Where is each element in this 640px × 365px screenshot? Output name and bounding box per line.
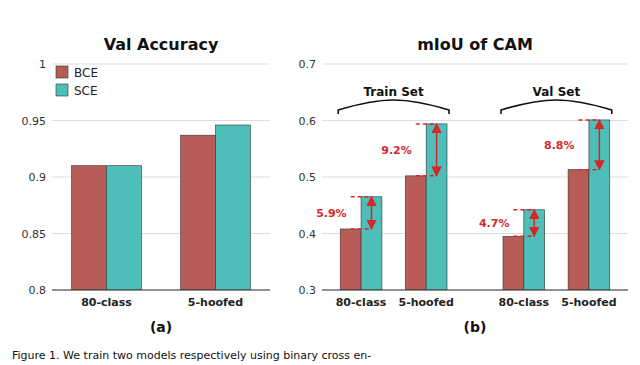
difference-arrow xyxy=(436,124,438,176)
group-label: Train Set xyxy=(363,85,423,99)
legend-label: SCE xyxy=(74,84,98,98)
bar xyxy=(426,124,447,290)
x-axis-line xyxy=(322,289,628,290)
y-tick-label: 0.8 xyxy=(29,284,47,297)
bar xyxy=(524,210,545,290)
y-tick-label: 0.95 xyxy=(22,115,47,128)
legend-swatch xyxy=(56,84,68,96)
bar xyxy=(589,120,610,290)
x-tick-label: 80-class xyxy=(336,296,387,309)
panel-label: (b) xyxy=(464,319,487,335)
grid-line xyxy=(322,120,628,121)
y-tick-label: 0.5 xyxy=(299,171,317,184)
difference-label: 8.8% xyxy=(544,139,575,152)
bar xyxy=(72,166,107,290)
x-tick-label: 80-class xyxy=(81,296,132,309)
bars xyxy=(72,125,251,290)
bar xyxy=(568,170,589,290)
difference-annotation: 8.8% xyxy=(544,120,599,170)
group-brace xyxy=(338,100,449,114)
grid-line xyxy=(52,120,270,121)
difference-label: 5.9% xyxy=(316,207,347,220)
difference-arrow xyxy=(533,210,535,237)
group-brace xyxy=(501,100,612,114)
bar xyxy=(361,197,382,290)
group-label: Val Set xyxy=(533,85,581,99)
difference-dash xyxy=(579,119,600,121)
grid-line xyxy=(322,290,628,291)
title: Val Accuracy xyxy=(104,35,219,54)
difference-label: 4.7% xyxy=(479,217,510,230)
chart: 0.3 0.4 0.5 0.6 0.7 80-class 5-hoofed 80-class 5… xyxy=(299,35,629,335)
difference-dash xyxy=(579,169,600,171)
grid-line xyxy=(52,64,270,65)
y-tick-label: 1 xyxy=(39,58,46,71)
x-tick-label: 80-class xyxy=(498,296,549,309)
bar xyxy=(181,135,216,290)
grid-line xyxy=(322,64,628,65)
bar xyxy=(107,166,142,290)
difference-arrow xyxy=(371,197,373,229)
y-tick-label: 0.6 xyxy=(299,115,317,128)
y-tick-label: 0.4 xyxy=(299,228,317,241)
bar xyxy=(340,229,361,290)
y-tick-label: 0.85 xyxy=(22,228,47,241)
x-tick-label: 5-hoofed xyxy=(188,296,243,309)
difference-dash xyxy=(416,175,437,177)
grid-line xyxy=(52,290,270,291)
difference-annotation: 4.7% xyxy=(479,210,534,237)
difference-dash xyxy=(513,236,534,238)
difference-arrow xyxy=(599,120,601,170)
y-tick-label: 0.9 xyxy=(29,171,47,184)
bar xyxy=(503,236,524,290)
legend: BCE SCE xyxy=(56,66,98,98)
bar xyxy=(216,125,251,290)
difference-dash xyxy=(513,209,534,211)
x-axis-line xyxy=(52,289,270,290)
y-tick-label: 0.3 xyxy=(299,284,317,297)
difference-label: 9.2% xyxy=(381,144,412,157)
difference-dash xyxy=(351,196,372,198)
legend-label: BCE xyxy=(74,66,98,80)
difference-dash xyxy=(416,123,437,125)
figure: 0.8 0.85 0.9 0.95 1 80-class 5-hoofed Val Accur… xyxy=(0,0,640,365)
difference-annotation: 9.2% xyxy=(381,124,436,176)
difference-annotation: 5.9% xyxy=(316,197,371,229)
bars xyxy=(340,120,610,290)
chart: 0.8 0.85 0.9 0.95 1 80-class 5-hoofed Val Accur… xyxy=(22,35,271,335)
x-tick-label: 5-hoofed xyxy=(399,296,454,309)
bar xyxy=(405,176,426,290)
panel-label: (a) xyxy=(150,319,172,335)
title: mIoU of CAM xyxy=(417,35,533,54)
y-tick-label: 0.7 xyxy=(299,58,317,71)
figure-caption: Figure 1. We train two models respective… xyxy=(12,349,371,362)
difference-dash xyxy=(351,228,372,230)
legend-swatch xyxy=(56,66,68,78)
x-tick-label: 5-hoofed xyxy=(561,296,616,309)
